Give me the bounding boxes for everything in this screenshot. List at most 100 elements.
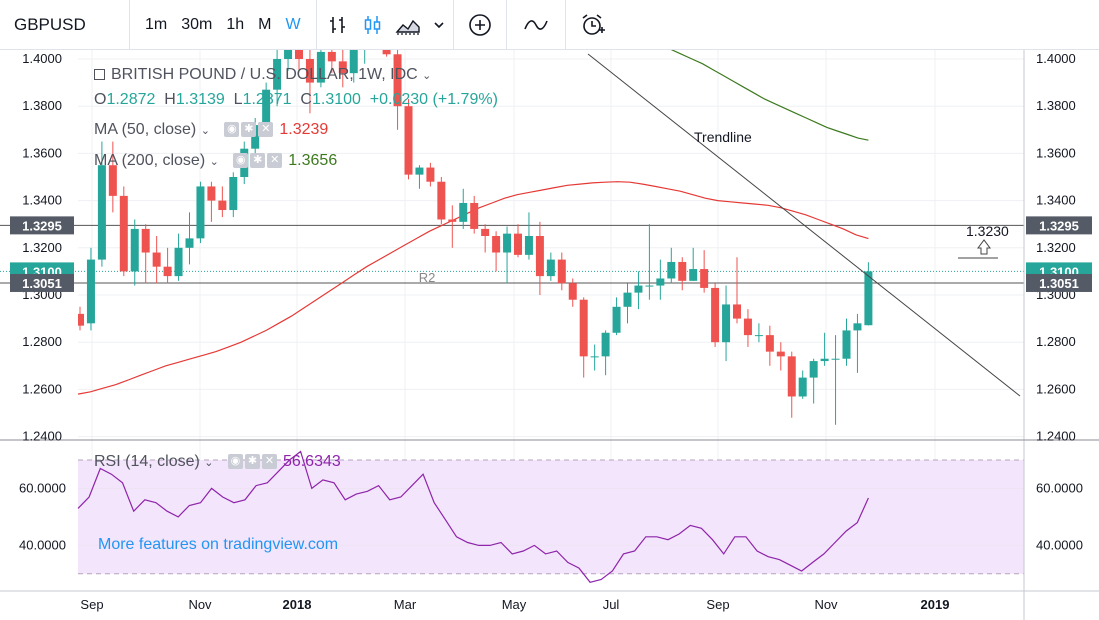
legend-title: BRITISH POUND / U.S. DOLLAR, 1W, IDC bbox=[111, 66, 418, 83]
chevron-down-icon[interactable]: ⌄ bbox=[200, 125, 210, 137]
candle-body bbox=[229, 177, 238, 211]
candle-body bbox=[119, 195, 128, 272]
high-value: 1.3139 bbox=[175, 91, 225, 108]
alert-button[interactable] bbox=[566, 0, 620, 50]
area-chart-icon bbox=[395, 19, 420, 35]
close-label: C bbox=[300, 91, 312, 108]
candlestick-icon bbox=[364, 15, 380, 34]
candle-body bbox=[437, 181, 446, 220]
ma200-line bbox=[671, 50, 869, 141]
timeframe-30m[interactable]: 30m bbox=[181, 15, 213, 33]
target-price-label: 1.3230 bbox=[966, 223, 1009, 239]
candle-body bbox=[503, 233, 512, 253]
alert-icon bbox=[582, 13, 605, 35]
legend-collapse-icon[interactable] bbox=[94, 69, 105, 81]
candlestick-button[interactable] bbox=[355, 0, 389, 50]
eye-icon[interactable]: ◉ bbox=[227, 454, 243, 470]
r2-label: R2 bbox=[419, 270, 436, 285]
candle-body bbox=[251, 125, 260, 149]
ma50-legend: MA (50, close) ⌄ ◉ ✱ ✕ 1.3239 bbox=[94, 121, 328, 139]
candle-body bbox=[711, 287, 720, 343]
close-icon[interactable]: ✕ bbox=[267, 153, 283, 169]
price-tick-left: 1.2800 bbox=[22, 334, 62, 349]
timeframe-1m[interactable]: 1m bbox=[145, 15, 168, 33]
candle-body bbox=[218, 200, 227, 211]
promo-link[interactable]: More features on tradingview.com bbox=[98, 536, 339, 553]
timeframe-group: 1m 30m 1h M W bbox=[130, 0, 317, 50]
rsi-value: 56.6343 bbox=[282, 453, 341, 470]
gear-icon[interactable]: ✱ bbox=[241, 122, 257, 138]
candle-body bbox=[831, 358, 840, 360]
timeframe-week[interactable]: W bbox=[285, 15, 301, 33]
ma50-label: MA (50, close) bbox=[94, 121, 197, 138]
rsi-band bbox=[78, 460, 1024, 574]
close-icon[interactable]: ✕ bbox=[258, 122, 274, 138]
arrow-up-icon bbox=[977, 239, 991, 255]
rsi-legend: RSI (14, close) ⌄ ◉ ✱ ✕ 56.6343 bbox=[94, 453, 341, 471]
candle-body bbox=[108, 165, 117, 196]
candle-body bbox=[481, 228, 490, 236]
candle-body bbox=[97, 165, 106, 260]
price-tick-right: 1.3800 bbox=[1036, 98, 1076, 113]
candle-body bbox=[492, 236, 501, 253]
symbol-label: GBPUSD bbox=[14, 14, 86, 34]
time-label: Mar bbox=[394, 597, 417, 612]
low-label: L bbox=[233, 91, 243, 108]
area-chart-button[interactable] bbox=[389, 0, 425, 50]
candle-body bbox=[415, 167, 424, 175]
chart-area[interactable]: 1.4000 1.4000 1.3800 1.3800 1.3600 1.3600 1.34… bbox=[0, 50, 1099, 620]
chevron-down-icon[interactable]: ⌄ bbox=[204, 457, 214, 469]
ma200-value: 1.3656 bbox=[288, 152, 338, 169]
timeframe-1h[interactable]: 1h bbox=[226, 15, 245, 33]
ma200-label: MA (200, close) bbox=[94, 152, 206, 169]
ohlc-legend: O1.2872 H1.3139 L1.2871 C1.3100 +0.0230 … bbox=[94, 91, 498, 109]
candle-body bbox=[163, 266, 172, 277]
time-label: 2018 bbox=[283, 597, 312, 612]
high-label: H bbox=[164, 91, 176, 108]
chevron-down-icon[interactable]: ⌄ bbox=[209, 156, 219, 168]
candle-body bbox=[273, 59, 282, 90]
candle-body bbox=[470, 202, 479, 229]
candle-body bbox=[448, 219, 457, 222]
candle-body bbox=[141, 228, 150, 253]
candle-body bbox=[185, 238, 194, 248]
level-label-left-bg bbox=[10, 216, 74, 235]
candle-body bbox=[590, 356, 599, 358]
chevron-down-icon bbox=[434, 21, 444, 28]
candle-body bbox=[426, 167, 435, 182]
candle-body bbox=[853, 323, 862, 331]
timeframe-month[interactable]: M bbox=[258, 15, 272, 33]
symbol-search[interactable]: GBPUSD bbox=[0, 0, 130, 50]
time-label: May bbox=[502, 597, 527, 612]
candle-body bbox=[196, 186, 205, 239]
candle-body bbox=[612, 306, 621, 333]
price-tick-left: 1.3200 bbox=[22, 240, 62, 255]
candle-body bbox=[546, 259, 555, 277]
eye-icon[interactable]: ◉ bbox=[224, 122, 240, 138]
time-label: Nov bbox=[814, 597, 838, 612]
chart-canvas[interactable]: 1.4000 1.4000 1.3800 1.3800 1.3600 1.3600 1.34… bbox=[0, 50, 1099, 620]
top-toolbar: GBPUSD 1m 30m 1h M W bbox=[0, 0, 1099, 50]
candle-body bbox=[284, 50, 293, 59]
price-tick-left: 1.2400 bbox=[22, 429, 62, 444]
price-tick-left: 1.3400 bbox=[22, 193, 62, 208]
bar-chart-button[interactable] bbox=[317, 0, 355, 50]
chevron-down-icon[interactable]: ⌄ bbox=[422, 70, 432, 82]
candle-body bbox=[262, 89, 271, 126]
eye-icon[interactable]: ◉ bbox=[233, 153, 249, 169]
level-label-right-bg bbox=[1026, 216, 1092, 235]
time-label: 2019 bbox=[921, 597, 950, 612]
gear-icon[interactable]: ✱ bbox=[250, 153, 266, 169]
candle-body bbox=[743, 318, 752, 336]
chart-type-dropdown[interactable] bbox=[425, 0, 454, 50]
candle-body bbox=[524, 236, 533, 255]
add-indicator-button[interactable] bbox=[454, 0, 507, 50]
compare-button[interactable] bbox=[507, 0, 566, 50]
gear-icon[interactable]: ✱ bbox=[244, 454, 260, 470]
candle-body bbox=[514, 233, 522, 255]
change-value: +0.0230 (+1.79%) bbox=[369, 91, 498, 108]
candle-body bbox=[864, 271, 873, 326]
time-label: Sep bbox=[80, 597, 103, 612]
candle-body bbox=[557, 259, 566, 284]
close-icon[interactable]: ✕ bbox=[261, 454, 277, 470]
